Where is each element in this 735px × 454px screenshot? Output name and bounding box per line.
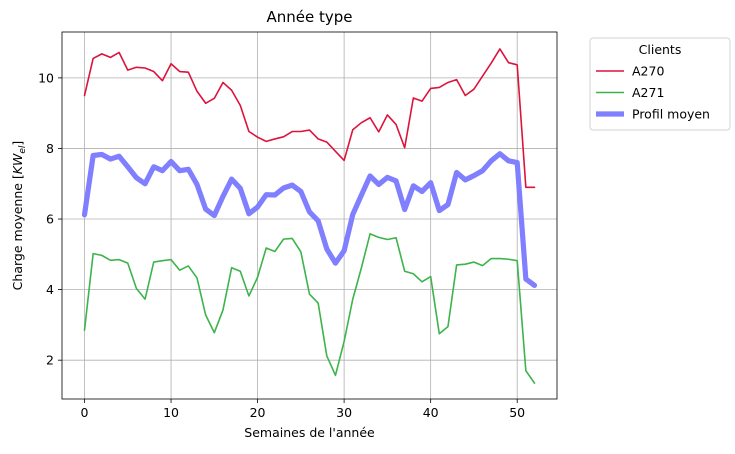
legend-label: A270 [632,64,664,79]
y-tick-label: 2 [46,353,54,368]
x-tick-label: 20 [250,405,266,420]
x-tick-label: 30 [336,405,352,420]
series-line-profil-moyen [81,151,538,288]
y-axis-label-text: Charge moyenne [10,183,25,291]
y-axis-label-unit: KW [10,153,25,174]
y-tick-label: 10 [38,70,54,85]
x-tick-label: 0 [81,405,89,420]
legend-items: A270 A271 Profil moyen [596,64,710,122]
series-layer [81,48,538,384]
x-tick-label: 40 [423,405,439,420]
legend-label: A271 [632,85,664,100]
y-tick-label: 8 [46,141,54,156]
x-tick-label: 50 [509,405,525,420]
plot-frame [61,31,558,400]
y-axis-label: Charge moyenne [KWel] [10,141,28,291]
y-axis-label-unit-sub: el [18,145,28,154]
legend-title: Clients [639,42,682,57]
grid-lines [62,32,557,399]
axis-ticks: 0 10 20 30 40 50 2 4 6 8 10 [38,70,525,420]
series-line-a270 [83,48,536,189]
y-tick-label: 4 [46,282,54,297]
legend: Clients A270 A271 Profil moyen [589,37,731,131]
y-axis-label-bracket-close: ] [10,141,25,146]
x-axis-label: Semaines de l'année [244,425,375,440]
legend-box [589,37,731,131]
x-tick-label: 10 [163,405,179,420]
series-line-a271 [83,233,536,384]
chart-title: Année type [266,8,352,26]
y-axis-label-bracket-open: [ [10,174,25,183]
y-tick-label: 6 [46,212,54,227]
legend-label: Profil moyen [632,107,710,122]
